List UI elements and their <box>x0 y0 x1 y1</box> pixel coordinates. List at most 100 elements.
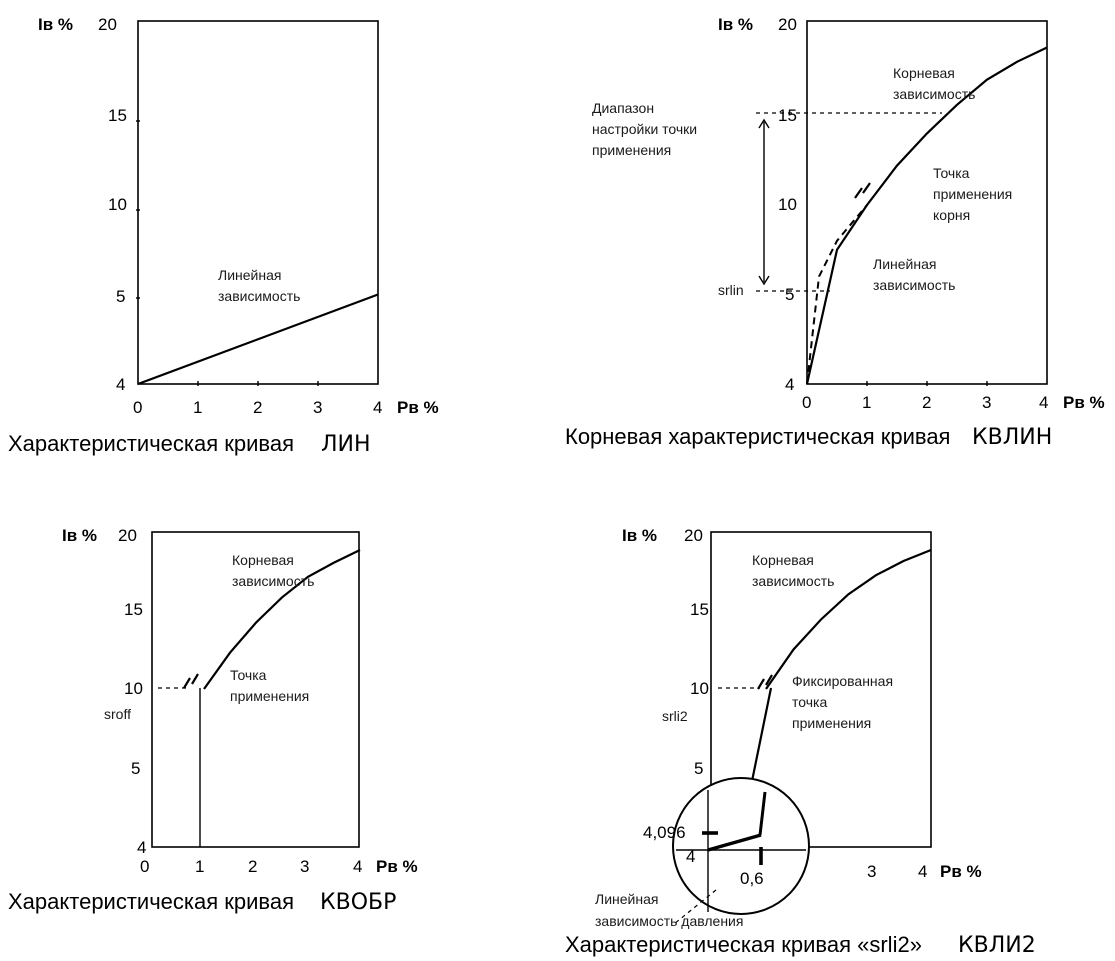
chart-kvobr-ytick-20: 20 <box>118 526 137 545</box>
chart-kvli2-annotation-point-3: применения <box>792 715 871 731</box>
chart-kvobr-ytick-10: 10 <box>124 679 143 698</box>
chart-kvlin: Iв % 20 15 10 5 4 0 1 2 3 4 Pв % Корнева… <box>565 15 1105 450</box>
chart-kvobr-marker-label: sroff <box>104 706 131 722</box>
chart-lin-xtick-4: 4 <box>373 398 382 417</box>
chart-kvobr-annotation-root-2: зависимость <box>232 573 314 589</box>
chart-kvli2-frame <box>710 531 932 848</box>
chart-kvli2-annotation-point-1: Фиксированная <box>792 673 893 689</box>
chart-kvobr-frame <box>151 531 360 848</box>
chart-lin-xtick-0: 0 <box>133 398 142 417</box>
chart-kvlin-ytick-15: 15 <box>778 106 797 125</box>
chart-kvobr-ytick-5: 5 <box>131 759 140 778</box>
chart-kvobr-point-arrow <box>183 673 199 689</box>
chart-kvli2-marker-label: srli2 <box>662 708 688 724</box>
chart-kvobr: Iв % 20 15 10 5 4 0 1 2 3 4 Pв % Корнева… <box>8 526 418 915</box>
chart-kvli2-zoom-y0: 4 <box>686 847 695 866</box>
chart-kvli2-ytick-15: 15 <box>690 600 709 619</box>
chart-kvobr-annotation-point-2: применения <box>230 688 309 704</box>
chart-lin-xtick-2: 2 <box>253 398 262 417</box>
chart-kvli2-ytick-20: 20 <box>684 526 703 545</box>
chart-kvobr-series-root <box>203 549 361 690</box>
chart-kvli2-pressure-pointer <box>673 889 717 925</box>
chart-kvlin-annotation-range-2: настройки точки <box>592 121 697 137</box>
chart-kvlin-marker-label: srlin <box>718 282 744 298</box>
chart-kvlin-annotation-range-3: применения <box>592 142 671 158</box>
chart-kvlin-xlabel: Pв % <box>1063 393 1105 412</box>
chart-kvlin-annotation-point-2: применения <box>933 186 1012 202</box>
chart-kvobr-xtick-3: 3 <box>300 857 309 876</box>
chart-kvlin-annotation-root-1: Корневая <box>893 65 955 81</box>
chart-kvobr-annotation-root-1: Корневая <box>232 552 294 568</box>
chart-kvli2-annotation-root-2: зависимость <box>752 573 834 589</box>
chart-lin-ytick-20: 20 <box>98 15 117 34</box>
chart-kvli2-caption: Характеристическая кривая «srli2» <box>565 932 922 957</box>
chart-kvlin-xtick-2: 2 <box>922 393 931 412</box>
chart-kvlin-annotation-range-1: Диапазон <box>592 100 654 116</box>
chart-kvlin-ylabel: Iв % <box>718 15 753 34</box>
chart-kvlin-ytick-10: 10 <box>778 195 797 214</box>
chart-kvobr-caption: Характеристическая кривая <box>8 889 294 914</box>
chart-kvli2: Iв % 20 15 10 5 3 4 Pв % 4,096 4 0,6 Кор… <box>565 526 1036 958</box>
chart-kvobr-xtick-4: 4 <box>353 857 362 876</box>
chart-kvlin-annotation-linear-1: Линейная <box>873 256 936 272</box>
chart-kvlin-annotation-point-1: Точка <box>933 165 970 181</box>
chart-lin-frame <box>137 20 379 385</box>
chart-lin-ytick-5: 5 <box>116 287 125 306</box>
chart-lin-annotation-linear-1: Линейная <box>218 267 281 283</box>
chart-kvobr-caption-code: КВОБР <box>320 890 396 915</box>
chart-lin: Iв % 20 15 10 5 4 0 1 2 3 4 Pв % Линейна… <box>8 15 439 457</box>
chart-kvobr-ytick-15: 15 <box>124 600 143 619</box>
chart-kvli2-ytick-10: 10 <box>690 679 709 698</box>
chart-kvli2-steep-segment <box>749 687 773 787</box>
chart-lin-xtick-3: 3 <box>313 398 322 417</box>
chart-kvli2-zoom-y: 4,096 <box>643 823 686 842</box>
chart-kvli2-series-root <box>765 548 932 690</box>
chart-kvli2-annotation-pressure-2: зависимость давления <box>595 913 743 929</box>
chart-kvlin-series-linear <box>806 204 868 385</box>
chart-lin-ytick-10: 10 <box>108 195 127 214</box>
chart-kvli2-annotation-pressure-1: Линейная <box>595 891 658 907</box>
chart-lin-annotation-linear-2: зависимость <box>218 288 300 304</box>
chart-kvli2-caption-code: КВЛИ2 <box>958 933 1036 958</box>
chart-lin-series-linear <box>137 293 379 386</box>
chart-kvlin-ytick-5: 5 <box>785 285 794 304</box>
chart-kvobr-xlabel: Pв % <box>376 857 418 876</box>
chart-kvli2-xtick-4: 4 <box>918 862 927 881</box>
chart-kvobr-annotation-point-1: Точка <box>230 667 267 683</box>
chart-kvli2-annotation-root-1: Корневая <box>752 552 814 568</box>
chart-kvlin-xtick-4: 4 <box>1039 393 1048 412</box>
chart-kvlin-annotation-point-3: корня <box>933 207 970 223</box>
chart-kvlin-xtick-3: 3 <box>982 393 991 412</box>
chart-kvli2-series-pressure <box>707 833 762 852</box>
chart-lin-xlabel: Pв % <box>397 398 439 417</box>
chart-kvli2-zoom-circle <box>672 777 810 915</box>
chart-kvlin-caption-code: КВЛИН <box>972 425 1052 450</box>
chart-kvli2-zoom-x: 0,6 <box>740 869 764 888</box>
chart-lin-caption-code: ЛИН <box>321 432 371 457</box>
chart-kvlin-series-root <box>805 46 1048 385</box>
chart-lin-ylabel: Iв % <box>38 15 73 34</box>
chart-kvlin-point-arrow <box>854 182 871 199</box>
chart-kvli2-ylabel: Iв % <box>622 526 657 545</box>
chart-kvli2-ytick-5: 5 <box>694 759 703 778</box>
chart-kvlin-annotation-linear-2: зависимость <box>873 277 955 293</box>
chart-kvlin-xtick-0: 0 <box>802 393 811 412</box>
chart-lin-caption: Характеристическая кривая <box>8 431 294 456</box>
chart-lin-xtick-1: 1 <box>193 398 202 417</box>
chart-kvli2-xtick-3: 3 <box>867 862 876 881</box>
chart-kvlin-ytick-20: 20 <box>778 15 797 34</box>
chart-kvobr-xtick-1: 1 <box>195 857 204 876</box>
chart-kvobr-ytick-4: 4 <box>137 838 146 857</box>
chart-kvobr-xtick-0: 0 <box>140 857 149 876</box>
chart-kvobr-xtick-2: 2 <box>248 857 257 876</box>
chart-kvobr-ylabel: Iв % <box>62 526 97 545</box>
chart-kvli2-point-arrow <box>757 674 773 690</box>
chart-kvlin-ytick-4: 4 <box>785 375 794 394</box>
chart-lin-ytick-15: 15 <box>108 106 127 125</box>
chart-kvli2-xlabel: Pв % <box>940 862 982 881</box>
chart-kvlin-annotation-root-2: зависимость <box>893 86 975 102</box>
chart-lin-ytick-4: 4 <box>116 375 125 394</box>
chart-kvli2-annotation-point-2: точка <box>792 694 827 710</box>
chart-kvlin-xtick-1: 1 <box>862 393 871 412</box>
